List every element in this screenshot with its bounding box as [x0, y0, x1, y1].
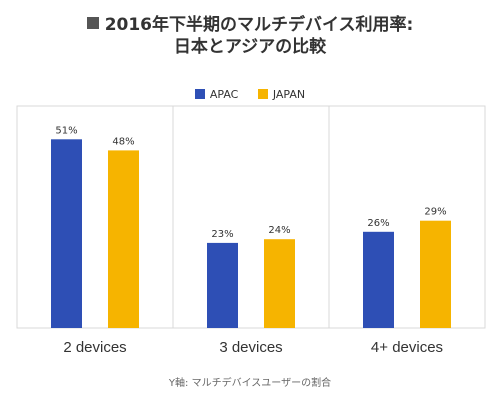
- bar-apac-0: [51, 139, 82, 328]
- data-label-japan-0: 48%: [112, 136, 134, 147]
- plot-frame: [16, 105, 486, 329]
- y-axis-note: Y軸: マルチデバイスユーザーの割合: [168, 378, 332, 389]
- legend: APAC JAPAN: [0, 88, 500, 101]
- chart-title-line-2: 日本とアジアの比較: [173, 37, 327, 57]
- legend-item-japan: JAPAN: [257, 88, 305, 101]
- data-label-japan-2: 29%: [424, 207, 446, 218]
- data-label-apac-2: 26%: [367, 218, 389, 229]
- chart-title-line-1: 2016年下半期のマルチデバイス利用率:: [0, 14, 500, 36]
- bar-apac-1: [207, 242, 238, 328]
- data-label-apac-1: 23%: [211, 229, 233, 240]
- legend-item-apac: APAC: [194, 88, 238, 101]
- category-label-0: 2 devices: [63, 339, 126, 356]
- legend-swatch-apac: [194, 89, 205, 99]
- bar-japan-0: [108, 150, 139, 328]
- bar-apac-2: [363, 231, 394, 328]
- category-label-2: 4+ devices: [371, 339, 443, 356]
- category-label-1: 3 devices: [219, 339, 282, 356]
- chart-title: 2016年下半期のマルチデバイス利用率: 日本とアジアの比較: [0, 14, 500, 58]
- data-label-apac-0: 51%: [55, 125, 77, 136]
- bar-japan-2: [420, 220, 451, 328]
- bar-japan-1: [264, 239, 295, 328]
- data-label-japan-1: 24%: [268, 225, 290, 236]
- title-square-icon: [86, 17, 99, 29]
- legend-swatch-japan: [257, 89, 268, 99]
